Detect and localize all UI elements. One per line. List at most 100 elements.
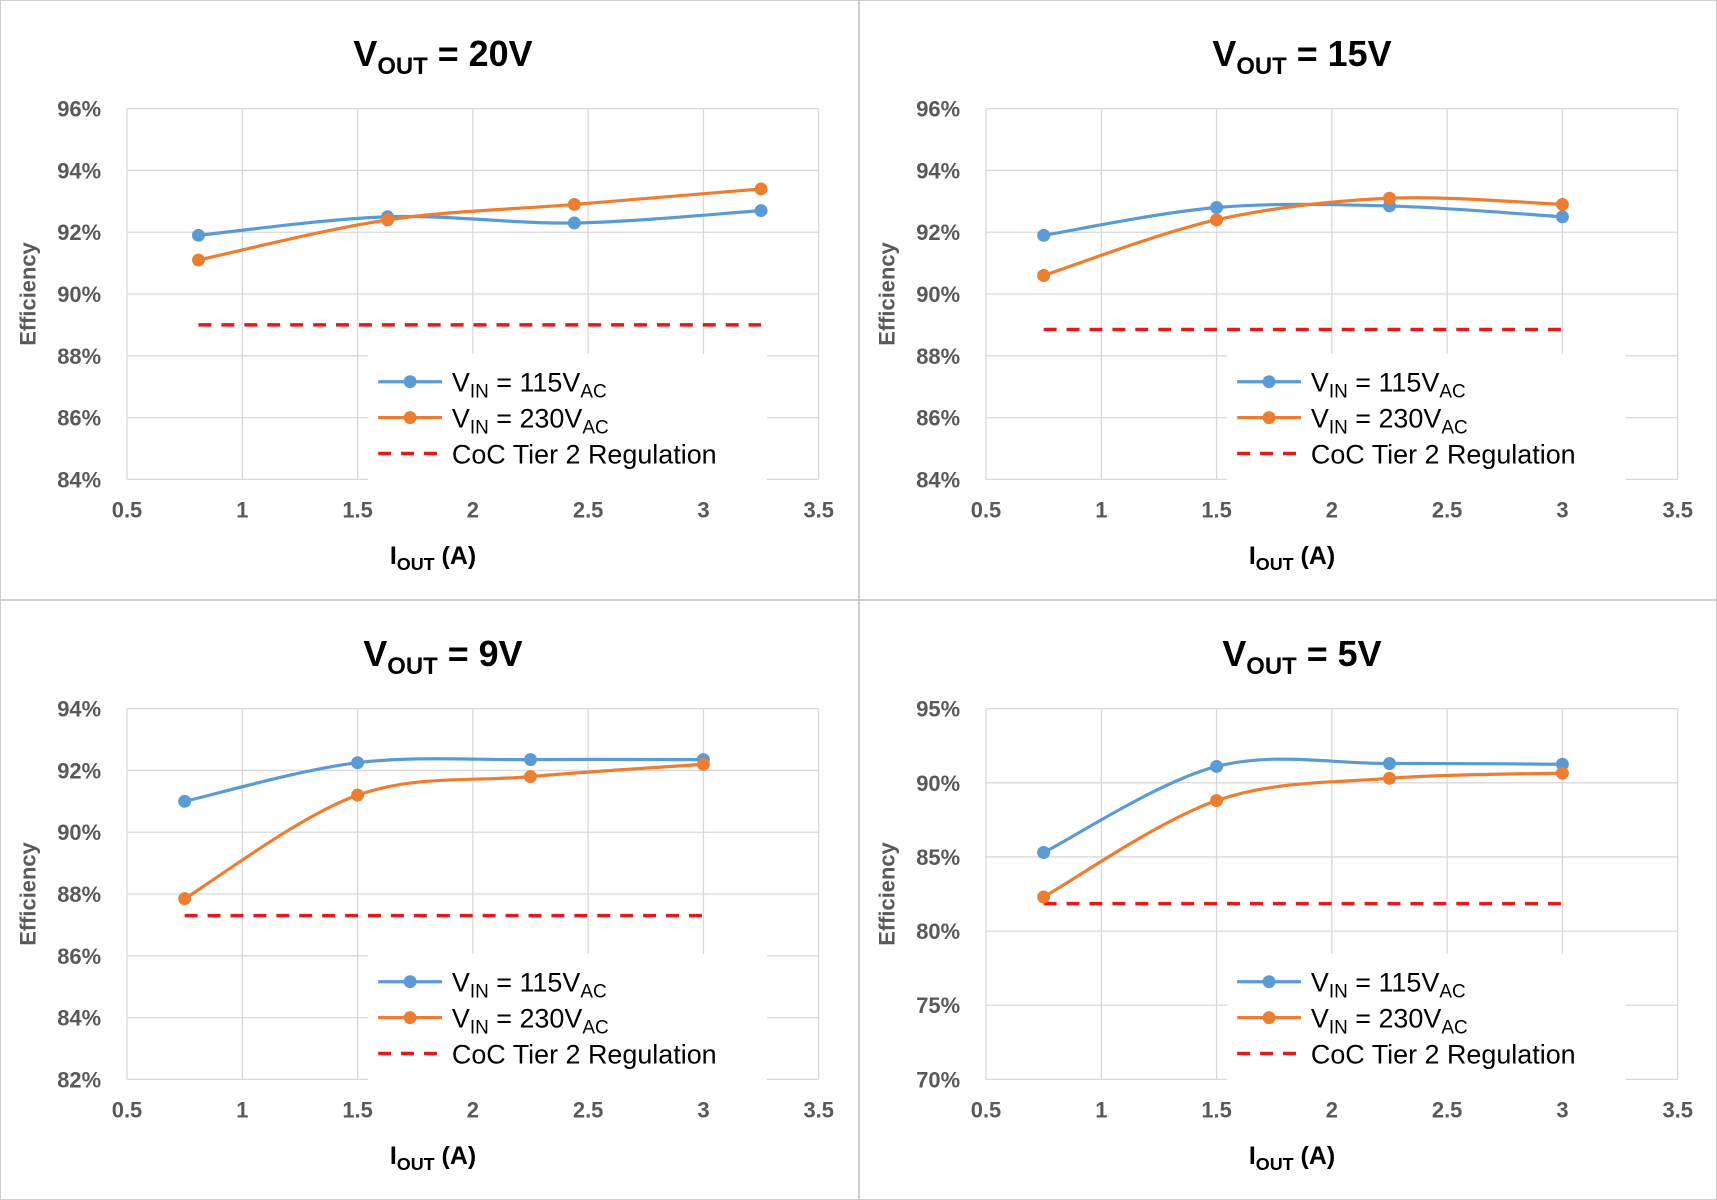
chart-2-title: VOUT = 15V: [1212, 34, 1391, 80]
chart-panel-vout-15v: VOUT = 15V 0.5 1 1.5 2 2.5 3 3.5 84% 86% 88% 90% 92%…: [859, 0, 1717, 600]
chart-3-legend-ac-sub: AC: [582, 1018, 608, 1039]
chart-1-xtick-label: 1.5: [342, 497, 372, 522]
chart-4-ytick-label: 80%: [916, 919, 960, 944]
chart-4-series-230vac-point: [1555, 766, 1569, 780]
chart-3-ytick-label: 84%: [57, 1006, 101, 1031]
chart-1-legend-in-sub: IN: [470, 418, 489, 439]
chart-panel-vout-20v: VOUT = 20V 0.5 1 1.5 2 2.5 3 3.5 84% 86% 88% 90% 92%…: [0, 0, 859, 600]
chart-4-ylabel: Efficiency: [874, 841, 899, 945]
chart-2-series-230vac-point: [1383, 191, 1396, 205]
chart-2-series-115vac-point: [1555, 210, 1569, 224]
chart-1-ytick-label: 96%: [57, 97, 101, 122]
chart-2-xtick-label: 0.5: [971, 497, 1001, 522]
chart-4-xtick-label: 1: [1095, 1097, 1107, 1122]
chart-1-series-115vac-line: [198, 209, 762, 237]
chart-4-xlabel-rest: (A): [1294, 1142, 1336, 1170]
chart-2-legend-value: = 230V: [1348, 404, 1442, 434]
chart-1-title-sub: OUT: [377, 53, 428, 80]
chart-2-legend-regulation-label: CoC Tier 2 Regulation: [1311, 439, 1576, 469]
chart-2-xlabel: IOUT (A): [1249, 542, 1335, 574]
chart-3-xtick-label: 2: [467, 1097, 479, 1122]
chart-2-title-sub: OUT: [1236, 53, 1287, 80]
chart-3-legend-swatch-marker: [403, 1011, 417, 1025]
chart-4-xtick-label: 3: [1556, 1097, 1568, 1122]
chart-2-xtick-label: 2: [1326, 497, 1338, 522]
chart-4-legend-value: = 115V: [1348, 968, 1440, 998]
chart-4-title: VOUT = 5V: [1222, 634, 1381, 680]
chart-2-legend-ac-sub: AC: [1441, 418, 1467, 439]
chart-1-xlabel-rest: (A): [435, 542, 477, 570]
chart-3-series-230vac-point: [178, 892, 192, 906]
chart-4-legend-in-sub: IN: [1329, 982, 1348, 1003]
chart-4-xlabel-sub: OUT: [1256, 1154, 1294, 1174]
chart-3-ytick-label: 86%: [57, 944, 101, 969]
chart-2-legend-in-sub: IN: [1329, 418, 1348, 439]
chart-2-xtick-label: 3: [1556, 497, 1568, 522]
chart-1-series-230vac-point: [567, 197, 581, 211]
chart-3-ytick-label: 82%: [57, 1067, 101, 1092]
chart-4-ytick-label: 85%: [916, 845, 960, 870]
chart-3-legend-label-115vac: VIN = 115VAC: [452, 968, 607, 1003]
chart-2-xtick-label: 2.5: [1432, 497, 1462, 522]
chart-2-ytick-label: 92%: [916, 220, 960, 245]
chart-4-ytick-label: 95%: [916, 697, 960, 722]
chart-1-xtick-label: 1: [236, 497, 248, 522]
chart-2-xtick-label: 1.5: [1201, 497, 1231, 522]
chart-3-xlabel-sub: OUT: [397, 1154, 435, 1174]
chart-2-ytick-label: 96%: [916, 97, 960, 122]
chart-1-series-115vac-point: [754, 204, 768, 218]
chart-4-legend-label-230vac: VIN = 230VAC: [1311, 1004, 1468, 1039]
chart-3-ytick-label: 88%: [57, 882, 101, 907]
chart-4-xtick-label: 0.5: [971, 1097, 1001, 1122]
chart-3-legend-swatch-marker: [403, 975, 417, 989]
chart-1-series-115vac-point: [567, 216, 581, 230]
chart-3-xlabel: IOUT (A): [390, 1142, 476, 1174]
chart-3-ytick-label: 90%: [57, 820, 101, 845]
chart-2-legend-swatch-marker: [1262, 375, 1276, 389]
chart-2-ytick-label: 94%: [916, 158, 960, 183]
chart-1-series-230vac-line: [198, 187, 762, 262]
chart-4-xtick-label: 1.5: [1201, 1097, 1231, 1122]
chart-2-legend-label-115vac: VIN = 115VAC: [1311, 368, 1466, 403]
chart-1-xlabel-main: I: [390, 542, 397, 570]
chart-2-ytick-label: 84%: [916, 467, 960, 492]
chart-3-ytick-label: 94%: [57, 697, 101, 722]
chart-4-ytick-label: 70%: [916, 1067, 960, 1092]
chart-4-title-main: V: [1222, 634, 1246, 674]
chart-2-legend-ac-sub: AC: [1439, 382, 1465, 403]
chart-4-legend-value: = 230V: [1348, 1004, 1442, 1034]
chart-4-series-230vac-point: [1037, 890, 1051, 904]
chart-1-legend-swatch-marker: [403, 411, 417, 425]
chart-2-series-115vac-line: [1043, 202, 1563, 237]
chart-3-series-115vac-line: [184, 757, 704, 803]
chart-3-legend-regulation-label: CoC Tier 2 Regulation: [452, 1039, 717, 1069]
chart-3-series-230vac-point: [696, 757, 710, 771]
chart-4-ytick-label: 90%: [916, 771, 960, 796]
chart-1-ytick-label: 94%: [57, 158, 101, 183]
chart-1-ytick-label: 84%: [57, 467, 101, 492]
chart-2-legend-in-sub: IN: [1329, 382, 1348, 403]
chart-3-title-sub: OUT: [387, 653, 438, 680]
chart-1-series-230vac-point: [192, 253, 205, 267]
chart-3-legend-in-sub: IN: [470, 982, 489, 1003]
chart-2-title-main: V: [1212, 34, 1236, 74]
chart-1-series-115vac-point: [192, 228, 205, 242]
chart-3-ylabel: Efficiency: [15, 841, 40, 945]
chart-1-legend-v: V: [452, 368, 470, 398]
chart-1-xlabel: IOUT (A): [390, 542, 476, 574]
chart-3-series-230vac-line: [183, 762, 704, 901]
chart-3-xtick-label: 3.5: [803, 1097, 833, 1122]
chart-4-series-115vac-point: [1210, 760, 1224, 773]
chart-4-xtick-label: 2.5: [1432, 1097, 1462, 1122]
chart-3-legend-label-230vac: VIN = 230VAC: [452, 1004, 609, 1039]
chart-3-xlabel-main: I: [390, 1142, 397, 1170]
chart-2-ytick-label: 86%: [916, 406, 960, 431]
chart-2-series-230vac-point: [1555, 197, 1569, 211]
chart-4-legend-regulation-label: CoC Tier 2 Regulation: [1311, 1039, 1576, 1069]
chart-2-series-115vac-point: [1210, 201, 1224, 214]
chart-2-xtick-label: 3.5: [1662, 497, 1692, 522]
chart-4-ytick-label: 75%: [916, 993, 960, 1018]
chart-3-xtick-label: 0.5: [112, 1097, 142, 1122]
chart-3-legend-in-sub: IN: [470, 1018, 489, 1039]
